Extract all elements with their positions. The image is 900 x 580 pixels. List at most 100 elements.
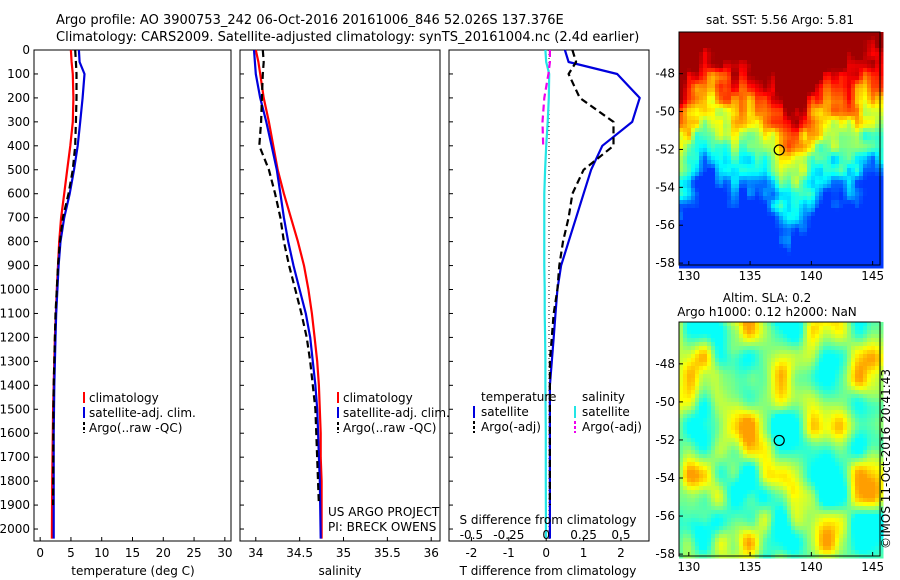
y-tick-label: -48 <box>655 357 675 371</box>
sla-map: 130 135 140 145 -48 -50 -52 -54 -56 -58 <box>655 322 884 574</box>
sla-map-subtitle: Argo h1000: 0.12 h2000: NaN <box>677 305 857 319</box>
series-line-temperature-argo-adj <box>548 49 615 506</box>
series-line-satellite-adj-clim <box>252 49 322 539</box>
y-tick-label: -56 <box>655 218 675 232</box>
salinity-axes <box>239 49 441 542</box>
y-tick-label: -54 <box>655 180 675 194</box>
sla-map-panel: Altim. SLA: 0.2 Argo h1000: 0.12 h2000: … <box>655 291 884 574</box>
difference-xlabel-top: S difference from climatology <box>460 513 637 527</box>
y-tick-label: 200 <box>7 91 30 105</box>
y-tick-label: 1200 <box>0 330 30 344</box>
y-tick-label: 800 <box>7 235 30 249</box>
y-tick-label: 1100 <box>0 306 30 320</box>
float-location-marker <box>773 434 785 447</box>
x-top-tick-label: 0 <box>542 528 550 542</box>
x-tick-label: 25 <box>186 546 201 560</box>
watermark: ©IMOS 11-Oct-2016 20:41:43 <box>879 369 893 549</box>
x-tick-label: 1 <box>580 546 588 560</box>
sla-map-title: Altim. SLA: 0.2 <box>723 291 811 305</box>
sst-map-title: sat. SST: 5.56 Argo: 5.81 <box>706 13 854 27</box>
x-tick-label: 145 <box>861 269 884 283</box>
legend-label-argo: Argo(..raw -QC) <box>89 421 182 435</box>
difference-legend: temperature satellite Argo(-adj) salinit… <box>473 390 642 434</box>
temperature-plot: 0100200300400500600700800900100011001200… <box>0 43 232 560</box>
map-cells <box>679 322 884 559</box>
legend-label-climatology: climatology <box>89 391 159 405</box>
y-tick-label: 700 <box>7 211 30 225</box>
temperature-panel: 0100200300400500600700800900100011001200… <box>0 43 232 578</box>
legend-label-temp-satellite: satellite <box>481 405 529 419</box>
x-tick-label: 0 <box>36 546 44 560</box>
temperature-xlabel: temperature (deg C) <box>71 564 194 578</box>
y-tick-label: -52 <box>655 433 675 447</box>
salinity-legend: climatology satellite-adj. clim. Argo(..… <box>337 391 450 435</box>
x-tick-label: 2 <box>617 546 625 560</box>
y-tick-label: 1600 <box>0 426 30 440</box>
y-tick-label: 300 <box>7 115 30 129</box>
y-tick-label: 1400 <box>0 378 30 392</box>
x-tick-label: 145 <box>861 560 884 574</box>
y-tick-label: 1500 <box>0 402 30 416</box>
legend-label-argo: Argo(..raw -QC) <box>343 421 436 435</box>
sst-map-panel: sat. SST: 5.56 Argo: 5.81 130 135 140 145 -4… <box>655 13 884 283</box>
x-top-tick-label: 0.25 <box>570 528 597 542</box>
legend-heading-temperature: temperature <box>481 390 556 404</box>
x-tick-label: 5 <box>67 546 75 560</box>
header-line-2: Climatology: CARS2009. Satellite-adjuste… <box>56 30 639 45</box>
legend-label-satellite: satellite-adj. clim. <box>343 406 450 420</box>
credit-line-1: US ARGO PROJECT <box>328 505 440 519</box>
series-line-climatology <box>50 49 75 539</box>
series-line-salinity-satellite <box>543 49 551 539</box>
x-tick-label: 30 <box>217 546 232 560</box>
y-tick-label: 100 <box>7 67 30 81</box>
x-tick-label: 35 <box>336 546 351 560</box>
y-tick-label: -54 <box>655 471 675 485</box>
legend-label-climatology: climatology <box>343 391 413 405</box>
y-tick-label: 1800 <box>0 474 30 488</box>
legend-heading-salinity: salinity <box>582 390 625 404</box>
credit-line-2: PI: BRECK OWENS <box>328 520 436 534</box>
series-line-salinity-argo-adj <box>541 50 552 146</box>
legend-label-sal-argo: Argo(-adj) <box>582 420 642 434</box>
sst-map: 130 135 140 145 -48 -50 -52 -54 -56 -58 <box>655 32 884 283</box>
x-tick-label: 130 <box>677 269 700 283</box>
x-tick-label: -2 <box>465 546 477 560</box>
difference-xlabel: T difference from climatology <box>459 564 637 578</box>
sst-map-axes <box>678 31 881 266</box>
y-tick-label: -58 <box>655 256 675 270</box>
x-tick-label: 140 <box>800 560 823 574</box>
x-tick-label: 130 <box>677 560 700 574</box>
series-line-temperature-satellite <box>548 49 641 539</box>
x-tick-label: 135 <box>739 560 762 574</box>
salinity-panel: 34 34.5 35 35.5 36 salinity climatology sate… <box>239 49 450 578</box>
x-tick-label: 0 <box>542 546 550 560</box>
difference-plot: -2 -1 0 1 2 -0.5 -0.25 0 0.25 0.5 <box>449 49 641 560</box>
x-tick-label: 135 <box>739 269 762 283</box>
x-tick-label: 10 <box>94 546 109 560</box>
y-tick-label: -50 <box>655 105 675 119</box>
y-tick-label: -50 <box>655 395 675 409</box>
difference-panel: -2 -1 0 1 2 -0.5 -0.25 0 0.25 0.5 S difference fr… <box>448 49 650 578</box>
x-tick-label: 15 <box>125 546 140 560</box>
map-cells <box>679 32 884 269</box>
x-tick-label: 20 <box>156 546 171 560</box>
y-tick-label: 1700 <box>0 450 30 464</box>
y-tick-label: 1000 <box>0 283 30 297</box>
x-tick-label: 36 <box>424 546 439 560</box>
y-tick-label: 2000 <box>0 522 30 536</box>
y-tick-label: 500 <box>7 163 30 177</box>
x-top-tick-label: 0.5 <box>611 528 630 542</box>
y-tick-label: -56 <box>655 509 675 523</box>
legend-label-sal-satellite: satellite <box>582 405 630 419</box>
salinity-xlabel: salinity <box>318 564 361 578</box>
x-top-tick-label: -0.25 <box>493 528 524 542</box>
y-tick-label: 1900 <box>0 498 30 512</box>
header-line-1: Argo profile: AO 3900753_242 06-Oct-2016… <box>56 13 564 28</box>
y-tick-label: -48 <box>655 67 675 81</box>
series-line-climatology <box>254 49 323 539</box>
x-top-tick-label: -0.5 <box>460 528 483 542</box>
temperature-legend: climatology satellite-adj. clim. Argo(..… <box>83 391 196 435</box>
series-line-satellite-adj-clim <box>52 49 86 539</box>
legend-label-temp-argo: Argo(-adj) <box>481 420 541 434</box>
